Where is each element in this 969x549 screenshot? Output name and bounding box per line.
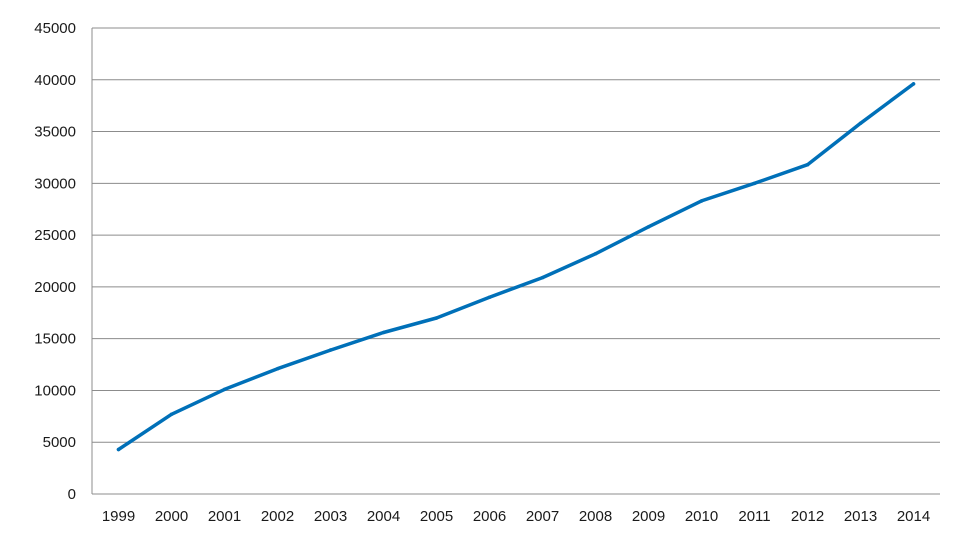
y-tick-label: 30000 — [34, 175, 76, 192]
y-tick-label: 35000 — [34, 124, 76, 141]
x-tick-label: 2009 — [632, 508, 665, 525]
data-point — [593, 252, 598, 256]
data-point — [752, 181, 757, 186]
y-tick-label: 20000 — [34, 279, 76, 296]
x-axis-ticks: 1999 2000 2001 2002 2003 2004 2005 2006 2007 2008… — [102, 508, 930, 525]
data-point — [540, 275, 545, 280]
y-tick-label: 5000 — [43, 434, 76, 451]
y-tick-label: 25000 — [34, 227, 76, 244]
x-tick-label: 2002 — [261, 508, 294, 525]
y-tick-label: 15000 — [34, 331, 76, 348]
data-point — [487, 295, 492, 299]
x-tick-label: 2004 — [367, 508, 400, 525]
x-tick-label: 2006 — [473, 508, 506, 525]
data-point — [328, 348, 333, 352]
series-layer — [116, 82, 916, 452]
x-tick-label: 2012 — [791, 508, 824, 525]
x-tick-label: 2014 — [897, 508, 930, 525]
x-tick-label: 2005 — [420, 508, 453, 525]
y-tick-label: 10000 — [34, 382, 76, 399]
axes — [91, 28, 940, 495]
x-tick-label: 2013 — [844, 508, 877, 525]
gridlines — [92, 27, 940, 443]
data-point — [275, 366, 280, 371]
data-point — [381, 330, 386, 335]
data-point — [858, 121, 863, 126]
data-point — [222, 387, 227, 392]
data-point — [699, 199, 704, 203]
data-point — [434, 316, 439, 320]
x-tick-label: 2010 — [685, 508, 718, 525]
x-tick-label: 2008 — [579, 508, 612, 525]
y-axis-ticks: 0 5000 10000 15000 20000 25000 30000 35000 40000… — [34, 20, 76, 503]
x-tick-label: 2011 — [738, 508, 770, 525]
x-tick-label: 2000 — [155, 508, 188, 525]
x-tick-label: 2001 — [208, 508, 241, 525]
data-point — [911, 82, 916, 86]
y-tick-label: 0 — [68, 486, 76, 503]
x-tick-label: 1999 — [102, 508, 135, 525]
data-point — [169, 412, 174, 417]
x-tick-label: 2003 — [314, 508, 347, 525]
data-point — [805, 162, 810, 167]
data-point — [646, 225, 651, 229]
y-tick-label: 40000 — [34, 72, 76, 89]
y-tick-label: 45000 — [34, 20, 76, 37]
series-line — [116, 82, 916, 452]
data-point — [116, 447, 121, 452]
x-tick-label: 2007 — [526, 508, 559, 525]
